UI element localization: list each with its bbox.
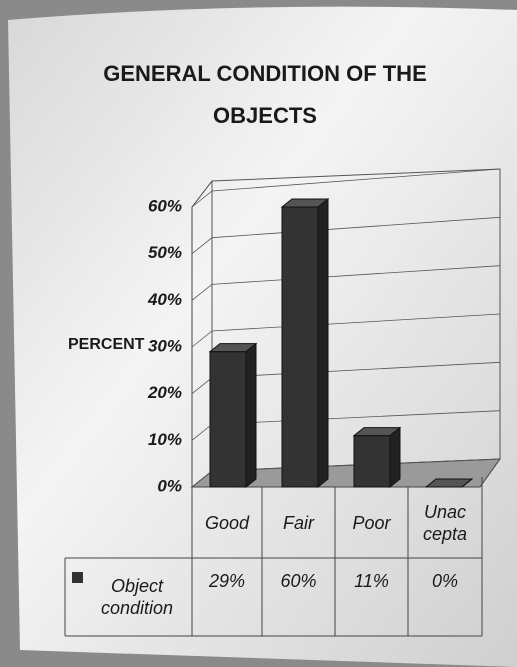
bar-front: [281, 206, 319, 488]
bar-front: [353, 435, 391, 488]
legend-label-box: Object condition: [100, 576, 174, 618]
y-tick-label: 20%: [147, 383, 182, 402]
bar-side: [389, 426, 401, 489]
legend-swatch: [72, 572, 83, 583]
y-tick-label: 40%: [147, 290, 182, 309]
legend-label: Object condition: [100, 576, 174, 618]
side-axis: [191, 180, 213, 208]
grid-line: [191, 216, 501, 254]
bar-side: [245, 342, 257, 489]
x-tick-label: Fair: [283, 512, 314, 533]
value-label: 11%: [354, 570, 389, 591]
x-tick-label-box: Fair: [283, 512, 314, 533]
bar-side: [317, 197, 329, 489]
value-label: 60%: [280, 570, 317, 591]
y-tick-label: 30%: [148, 336, 182, 355]
table-grid: [64, 477, 483, 637]
y-tick-label: 10%: [148, 430, 182, 449]
grid-line: [191, 265, 501, 301]
value-label-box: 29%: [208, 570, 246, 591]
value-label: 0%: [431, 570, 458, 591]
value-label-box: 11%: [354, 570, 389, 591]
value-label: 29%: [208, 570, 246, 591]
bar-side: [461, 478, 473, 488]
value-label-box: 60%: [280, 570, 317, 591]
grid-line: [191, 168, 501, 208]
x-tick-label: Poor: [352, 512, 391, 533]
paper: [8, 6, 517, 667]
x-tick-label-box: Good: [204, 512, 250, 533]
x-tick-label-box: Unac cepta: [422, 501, 468, 544]
x-tick-label: Good: [204, 512, 250, 533]
y-tick-label: 60%: [148, 196, 182, 215]
chart-title: GENERAL CONDITION OF THE OBJECTS: [103, 61, 427, 128]
y-tick-label: 0%: [157, 476, 182, 495]
y-tick-label: 50%: [148, 243, 182, 262]
x-tick-label: Unac cepta: [422, 501, 468, 544]
grid-line: [191, 313, 501, 348]
y-axis-label: PERCENT: [68, 336, 145, 353]
x-tick-label-box: Poor: [352, 512, 391, 533]
bar-front: [209, 351, 247, 488]
value-label-box: 0%: [431, 570, 458, 591]
